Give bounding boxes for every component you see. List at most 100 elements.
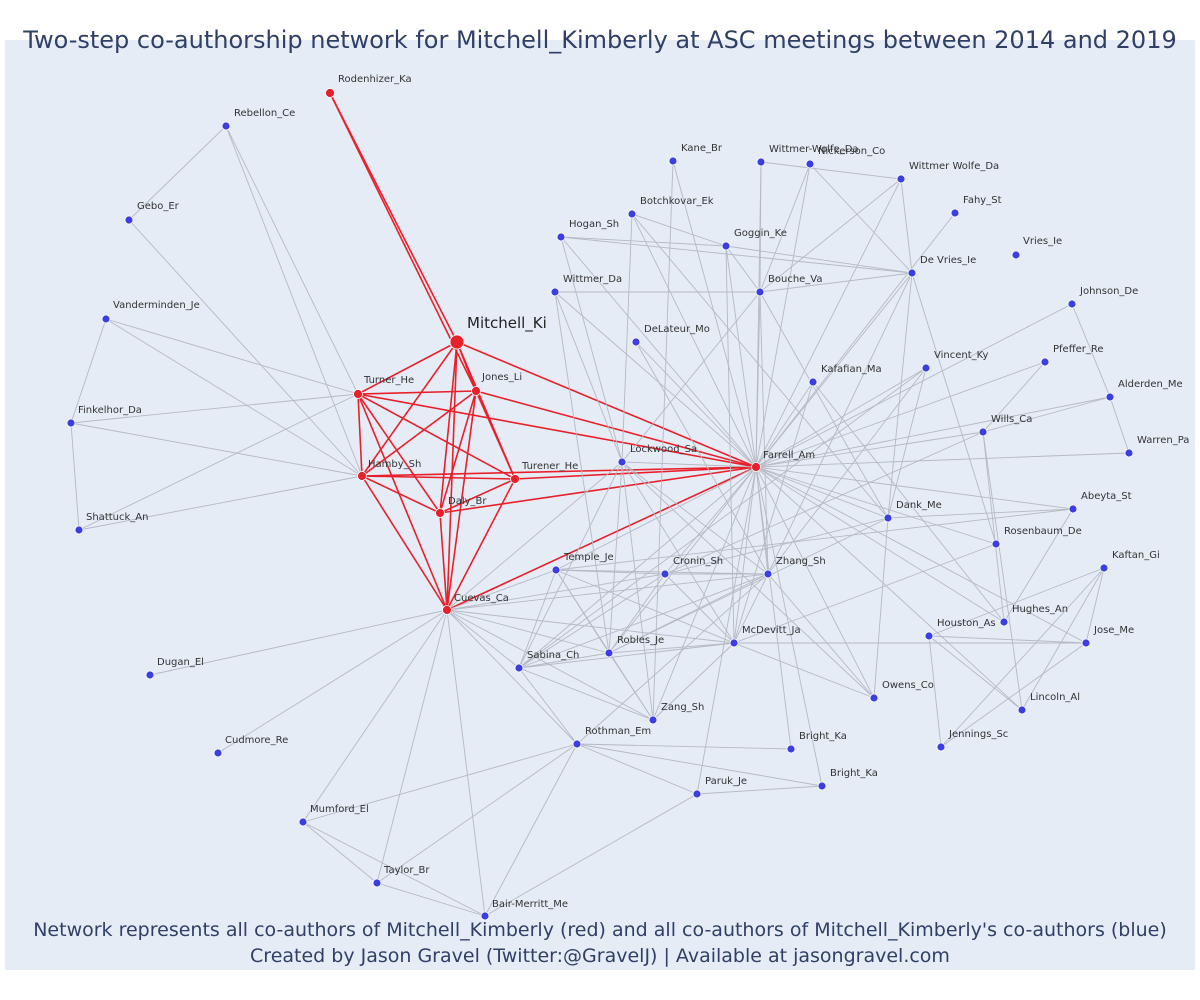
node-zhang-sh[interactable] [763,569,773,579]
node-warren-pa[interactable] [1124,448,1134,458]
node-turener-he[interactable] [510,474,520,484]
node-nickerson-co[interactable] [805,159,815,169]
edge-Farrell_Am-Temple_Je [555,466,757,571]
edge-Zhang_Sh-McDevitt_Ja [733,573,769,644]
node-wittmer-wolfe-da[interactable] [896,174,906,184]
node-dank-me[interactable] [883,513,893,523]
node-bouche-va[interactable] [755,287,765,297]
node-fahy-st[interactable] [950,208,960,218]
edge-Kaftan_Gi-Houston_As [928,567,1105,637]
node-de-vries-ie[interactable] [907,268,917,278]
node-hamby-sh[interactable] [357,471,367,481]
edge-Farrell_Am-Kafafian_Ma [755,381,814,468]
node-wittmer-da[interactable] [550,287,560,297]
node-jones-li[interactable] [471,386,481,396]
node-label-dank-me: Dank_Me [896,500,942,511]
node-lockwood-sa[interactable] [617,457,627,467]
edge-Botchkovar_Ek-Goggin_Ke [631,213,727,247]
node-bright-ka-2[interactable] [817,781,827,791]
node-shattuck-an[interactable] [74,525,84,535]
edge-De_Vries_Ie-Zhang_Sh [767,272,913,575]
edge-Farrell_Am-Fahy_St [755,212,956,468]
node-vries-ie[interactable] [1011,250,1021,260]
edge-Nickerson_Co-De_Vries_Ie [809,163,913,274]
node-mcdevitt-ja[interactable] [729,638,739,648]
node-label-rosenbaum-de: Rosenbaum_De [1004,526,1082,537]
node-wills-ca[interactable] [978,427,988,437]
edge-Turener_He-Daly_Br [439,478,516,514]
edge-Cuevas_Ca-Mumford_El [302,609,448,823]
node-johnson-de[interactable] [1067,299,1077,309]
node-label-bright-ka-2: Bright_Ka [830,768,878,779]
node-mumford-el[interactable] [298,817,308,827]
node-rosenbaum-de[interactable] [991,539,1001,549]
node-jennings-sc[interactable] [936,742,946,752]
node-turner-he[interactable] [353,389,363,399]
node-delateur-mo[interactable] [631,337,641,347]
node-bright-ka[interactable] [786,744,796,754]
node-robles-je[interactable] [604,648,614,658]
node-temple-je[interactable] [551,565,561,575]
edge-Kafafian_Ma-McDevitt_Ja [733,381,814,644]
edge-Rebellon_Ce-Hamby_Sh [225,125,363,477]
node-botchkovar-ek[interactable] [627,209,637,219]
node-label-turner-he: Turner_He [363,375,414,386]
node-zang-sh[interactable] [648,715,658,725]
footer-line-1: Network represents all co-authors of Mit… [33,919,1167,941]
node-farrell-am[interactable] [751,462,761,472]
node-pfeffer-re[interactable] [1040,357,1050,367]
node-owens-co[interactable] [869,693,879,703]
node-houston-as[interactable] [924,631,934,641]
edge-Hamby_Sh-Farrell_Am [361,466,757,477]
edge-De_Vries_Ie-Dank_Me [887,272,913,519]
edge-Lockwood_Sa-Zhang_Sh [621,461,769,575]
node-taylor-br[interactable] [372,878,382,888]
node-bair-merritt-me[interactable] [480,911,490,921]
node-kaftan-gi[interactable] [1099,563,1109,573]
node-gebo-er[interactable] [124,215,134,225]
node-rothman-em[interactable] [572,739,582,749]
node-paruk-je[interactable] [692,789,702,799]
node-mitchell-ki[interactable] [449,334,465,350]
node-dugan-el[interactable] [145,670,155,680]
edge-Bouche_Va-De_Vries_Ie [759,272,913,293]
edge-Farrell_Am-Zhang_Sh [755,466,769,575]
edge-Hogan_Sh-Lockwood_Sa [560,236,623,463]
edge-Zang_Sh-Lockwood_Sa [621,461,654,721]
node-lincoln-al[interactable] [1017,705,1027,715]
edge-McDevitt_Ja-Zang_Sh [652,642,735,721]
node-jose-me[interactable] [1081,638,1091,648]
edge-Houston_As-Jennings_Sc [928,635,942,748]
node-wittmer-wolfe-da[interactable] [756,157,766,167]
node-rodenhizer-ka[interactable] [325,88,335,98]
edge-Farrell_Am-Hogan_Sh [560,236,757,468]
edge-Sabina_Ch-Lockwood_Sa [518,461,623,669]
edge-Hamby_Sh-Cuevas_Ca [361,475,448,611]
edge-Wittmer_Wolfe_Da-Bouche_Va [759,178,902,293]
edge-Mitchell_Ki-Cuevas_Ca [446,341,458,611]
node-vanderminden-je[interactable] [101,314,111,324]
node-label-dugan-el: Dugan_El [157,657,204,668]
node-hogan-sh[interactable] [556,232,566,242]
node-hughes-an[interactable] [999,617,1009,627]
edge-Lockwood_Sa-Owens_Co [621,461,875,699]
node-finkelhor-da[interactable] [66,418,76,428]
node-daly-br[interactable] [435,508,445,518]
node-cronin-sh[interactable] [660,569,670,579]
node-goggin-ke[interactable] [721,241,731,251]
node-kane-br[interactable] [668,156,678,166]
node-label-lockwood-sa: Lockwood_Sa [630,444,697,455]
node-rebellon-ce[interactable] [221,121,231,131]
node-alderden-me[interactable] [1105,392,1115,402]
edge-Farrell_Am-Bouche_Va [755,291,761,468]
edge-Cuevas_Ca-Temple_Je [446,569,557,611]
node-abeyta-st[interactable] [1068,504,1078,514]
node-sabina-ch[interactable] [514,663,524,673]
edge-Botchkovar_Ek-Lockwood_Sa [621,213,633,463]
node-label-farrell-am: Farrell_Am [763,450,815,461]
node-cudmore-re[interactable] [213,748,223,758]
node-cuevas-ca[interactable] [442,605,452,615]
node-vincent-ky[interactable] [921,363,931,373]
node-kafafian-ma[interactable] [808,377,818,387]
edge-Vincent_Ky-Dank_Me [887,367,927,519]
